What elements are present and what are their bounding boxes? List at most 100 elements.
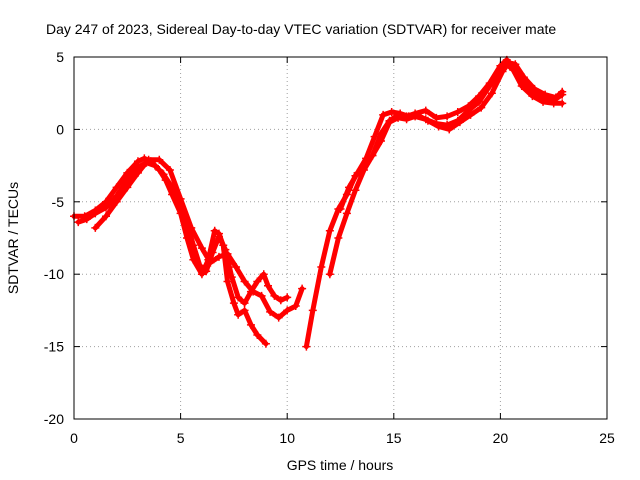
data-point	[455, 118, 464, 127]
data-point	[345, 183, 354, 192]
data-point	[195, 261, 204, 270]
data-point	[123, 183, 132, 192]
data-point	[197, 270, 206, 279]
axes: 0 5 10 15 20 25 -20 -15 -10 -5 0 5	[44, 49, 615, 446]
data-point	[210, 226, 219, 235]
data-point	[187, 223, 196, 232]
data-point	[101, 203, 110, 212]
data-point	[558, 87, 567, 96]
data-point	[234, 310, 243, 319]
data-point	[214, 232, 223, 241]
data-point	[206, 258, 215, 267]
data-point	[477, 103, 486, 112]
y-tick-label: -5	[52, 194, 65, 210]
data-point	[298, 284, 307, 293]
data-point	[165, 165, 174, 174]
data-point	[496, 61, 505, 70]
data-point	[421, 106, 430, 115]
data-point	[487, 89, 496, 98]
data-point	[517, 77, 526, 86]
data-point	[208, 248, 217, 257]
data-point	[387, 108, 396, 117]
data-point	[396, 109, 405, 118]
y-tick-label: -15	[44, 339, 64, 355]
data-point	[274, 313, 283, 322]
data-point	[189, 241, 198, 250]
x-tick-label: 0	[70, 430, 78, 446]
data-point	[443, 112, 452, 121]
data-point	[413, 110, 422, 119]
data-point	[351, 186, 360, 195]
data-point	[334, 234, 343, 242]
data-point	[101, 212, 110, 221]
x-axis-label: GPS time / hours	[287, 457, 394, 473]
data-point	[423, 116, 432, 125]
data-point	[144, 155, 153, 164]
data-point	[519, 73, 528, 82]
data-point	[223, 249, 232, 258]
data-point	[214, 252, 223, 261]
series-trace	[327, 57, 565, 277]
y-tick-label: 5	[56, 49, 64, 65]
x-tick-label: 10	[279, 430, 295, 446]
data-point	[240, 277, 249, 286]
data-point	[498, 67, 507, 76]
data-point	[291, 302, 300, 311]
data-point	[325, 226, 334, 235]
data-series	[336, 58, 567, 214]
data-point	[249, 287, 258, 296]
data-point	[404, 112, 413, 121]
data-point	[464, 102, 473, 111]
data-point	[176, 194, 185, 203]
data-point	[253, 277, 262, 286]
plot-area	[70, 55, 567, 351]
data-point	[155, 155, 164, 164]
plot-border	[73, 56, 608, 420]
data-point	[445, 125, 454, 134]
data-point	[551, 93, 560, 102]
data-point	[91, 223, 100, 232]
data-point	[197, 244, 206, 253]
data-point	[325, 270, 334, 279]
data-point	[336, 205, 345, 214]
data-point	[74, 218, 83, 227]
data-point	[308, 306, 317, 315]
data-point	[276, 296, 285, 305]
data-point	[385, 116, 394, 125]
data-point	[257, 291, 266, 300]
x-tick-label: 20	[493, 430, 509, 446]
data-point	[466, 110, 475, 119]
series-trace	[303, 61, 565, 350]
data-point	[530, 84, 539, 93]
data-point	[159, 170, 168, 179]
data-point	[240, 306, 249, 315]
data-point	[246, 320, 255, 329]
data-point	[434, 122, 443, 131]
data-point	[240, 299, 249, 308]
data-point	[232, 262, 241, 271]
data-point	[558, 99, 567, 108]
data-point	[362, 154, 371, 163]
data-point	[453, 108, 462, 117]
data-point	[504, 58, 513, 67]
data-point	[112, 197, 121, 206]
data-point	[342, 209, 351, 218]
x-tick-label: 25	[599, 430, 615, 446]
data-point	[485, 79, 494, 88]
data-point	[112, 183, 121, 192]
data-point	[82, 215, 91, 224]
data-point	[227, 273, 236, 282]
data-point	[270, 291, 279, 300]
x-tick-label: 5	[177, 430, 185, 446]
grid	[74, 57, 607, 419]
data-point	[370, 132, 379, 141]
data-point	[123, 168, 132, 177]
x-tick-label: 15	[386, 430, 402, 446]
y-tick-label: 0	[56, 121, 64, 137]
data-point	[223, 277, 232, 286]
data-point	[266, 307, 275, 316]
data-point	[234, 293, 243, 302]
data-point	[302, 342, 311, 351]
data-point	[229, 299, 238, 308]
